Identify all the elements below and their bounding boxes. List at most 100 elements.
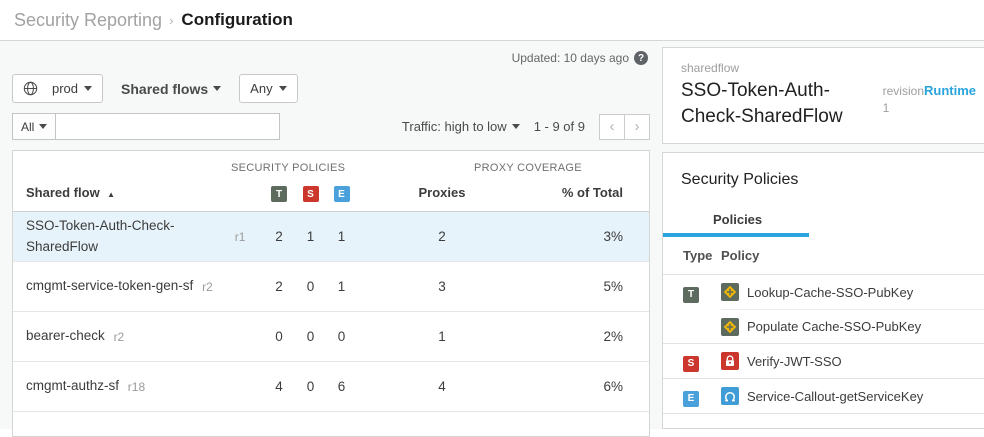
security-badge-icon: S (302, 186, 319, 202)
security-policies-heading: Security Policies (681, 171, 799, 189)
policy-row: Service-Callout-getServiceKey (721, 379, 984, 413)
policy-name: Populate Cache-SSO-PubKey (747, 319, 922, 335)
search-scope-dropdown[interactable]: All (13, 114, 57, 139)
prev-page-button[interactable]: ‹ (599, 113, 625, 140)
revision-value: 1 (882, 101, 890, 116)
search-input[interactable] (56, 114, 279, 139)
proxies-column-header: Proxies (418, 185, 466, 201)
tab-bar: Policies (663, 211, 984, 238)
shared-flow-name: SSO-Token-Auth-Check-SharedFlow (26, 218, 175, 254)
shared-flow-sort-header[interactable]: Shared flow ▲ (26, 184, 116, 200)
revision-label: revision (882, 84, 924, 98)
search-scope-label: All (21, 119, 35, 134)
security-count: 0 (306, 329, 315, 344)
sort-ascending-icon: ▲ (107, 189, 116, 199)
extension-badge-icon: E (333, 186, 350, 202)
filter-row: prod Shared flows Any (12, 74, 650, 103)
shared-flow-name: bearer-check (26, 328, 105, 344)
policy-name: Service-Callout-getServiceKey (747, 388, 924, 404)
policies-table: Type Policy T Lookup-Cache-SSO-PubKey (663, 237, 984, 415)
threat-badge-icon: T (683, 286, 699, 303)
table-row[interactable]: cmgmt-service-token-gen-sf r2 2 0 1 3 5% (13, 262, 649, 312)
policy-row: Lookup-Cache-SSO-PubKey (721, 275, 984, 309)
entity-type-label: sharedflow (681, 61, 740, 75)
extension-count: 0 (337, 329, 346, 344)
proxies-count: 2 (438, 229, 446, 244)
policy-name: Verify-JWT-SSO (747, 353, 842, 369)
caret-down-icon (84, 86, 93, 91)
pct-total-value: 2% (603, 329, 623, 344)
any-filter-dropdown[interactable]: Any (239, 74, 298, 103)
policies-table-header: Type Policy (663, 237, 984, 276)
policy-group-extension: E Service-Callout-getServiceKey (663, 379, 984, 415)
callout-icon (721, 387, 739, 406)
pct-total-value: 3% (603, 229, 623, 244)
revision-label: r18 (127, 379, 146, 394)
policy-row: Verify-JWT-SSO (721, 344, 984, 378)
caret-down-icon (213, 86, 222, 91)
detail-panel: sharedflow SSO-Token-Auth-Check-SharedFl… (662, 41, 984, 429)
extension-count: 1 (337, 279, 346, 294)
search-row: All Traffic: high to low 1 - 9 of 9 ‹ › (12, 113, 650, 140)
threat-badge-icon: T (271, 186, 287, 202)
security-policies-card: Security Policies Policies Type Policy T (662, 152, 984, 429)
tab-policies[interactable]: Policies (713, 212, 763, 228)
detail-header-card: sharedflow SSO-Token-Auth-Check-SharedFl… (662, 47, 984, 145)
detail-title: SSO-Token-Auth-Check-SharedFlow (681, 80, 843, 127)
revision-label: r2 (113, 329, 125, 344)
extension-count: 1 (337, 229, 346, 244)
revision-block: revisionRuntime 1 (877, 78, 976, 129)
policy-column-header: Policy (721, 248, 760, 264)
type-column-header: Type (683, 248, 713, 264)
policy-name: Lookup-Cache-SSO-PubKey (747, 284, 914, 300)
shared-flows-table: SECURITY POLICIES PROXY COVERAGE Shared … (12, 150, 650, 437)
any-filter-label: Any (250, 81, 273, 96)
table-header: SECURITY POLICIES PROXY COVERAGE Shared … (13, 151, 649, 212)
traffic-sort-label: Traffic: high to low (401, 119, 507, 134)
help-icon[interactable]: ? (634, 51, 648, 65)
shared-flow-name: cmgmt-service-token-gen-sf (26, 278, 194, 294)
runtime-link[interactable]: Runtime (924, 83, 976, 98)
table-row[interactable]: cmgmt-authz-sf r18 4 0 6 4 6% (13, 362, 649, 412)
proxy-coverage-group-header: PROXY COVERAGE (474, 162, 582, 174)
threat-count: 0 (275, 329, 283, 344)
active-tab-indicator (663, 233, 809, 238)
extension-badge-icon: E (683, 390, 699, 407)
security-policies-group-header: SECURITY POLICIES (231, 162, 346, 174)
page-title: Configuration (181, 10, 293, 29)
flow-type-dropdown[interactable]: Shared flows (121, 80, 222, 97)
policy-group-threat: T Lookup-Cache-SSO-PubKey (663, 275, 984, 345)
updated-label: Updated: 10 days ago (511, 51, 629, 65)
flow-type-label: Shared flows (121, 80, 209, 97)
threat-count: 2 (275, 279, 283, 294)
pct-total-value: 5% (603, 279, 623, 294)
table-row[interactable]: bearer-check r2 0 0 0 1 2% (13, 312, 649, 362)
proxies-count: 1 (438, 329, 446, 344)
caret-down-icon (39, 124, 48, 129)
environment-dropdown[interactable]: prod (12, 74, 104, 103)
breadcrumb: Security Reporting › Configuration (0, 0, 984, 41)
pct-total-value: 6% (603, 379, 623, 394)
proxies-count: 3 (438, 279, 446, 294)
caret-down-icon (511, 124, 520, 129)
traffic-sort-dropdown[interactable]: Traffic: high to low (402, 119, 520, 134)
security-count: 0 (306, 379, 315, 394)
table-row[interactable]: SSO-Token-Auth-Check-SharedFlow r1 2 1 1… (13, 212, 649, 262)
security-badge-icon: S (683, 355, 699, 372)
security-count: 0 (306, 279, 315, 294)
next-page-button[interactable]: › (624, 113, 650, 140)
threat-count: 2 (275, 229, 283, 244)
security-count: 1 (306, 229, 315, 244)
lock-icon (721, 352, 739, 371)
pagination-label: 1 - 9 of 9 (533, 119, 585, 134)
cache-icon (721, 283, 739, 302)
breadcrumb-parent[interactable]: Security Reporting (14, 9, 163, 30)
revision-label: r2 (202, 279, 213, 294)
updated-row: Updated: 10 days ago ? (12, 41, 650, 72)
breadcrumb-separator-icon: › (169, 12, 174, 28)
policy-group-security: S Verify-JWT-SSO (663, 344, 984, 380)
pagination-controls: ‹ › (599, 113, 650, 140)
caret-down-icon (278, 86, 287, 91)
threat-count: 4 (275, 379, 283, 394)
